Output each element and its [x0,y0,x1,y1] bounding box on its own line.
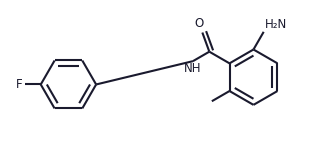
Text: NH: NH [183,62,201,75]
Text: F: F [16,78,23,91]
Text: O: O [195,17,204,30]
Text: H₂N: H₂N [264,18,287,31]
